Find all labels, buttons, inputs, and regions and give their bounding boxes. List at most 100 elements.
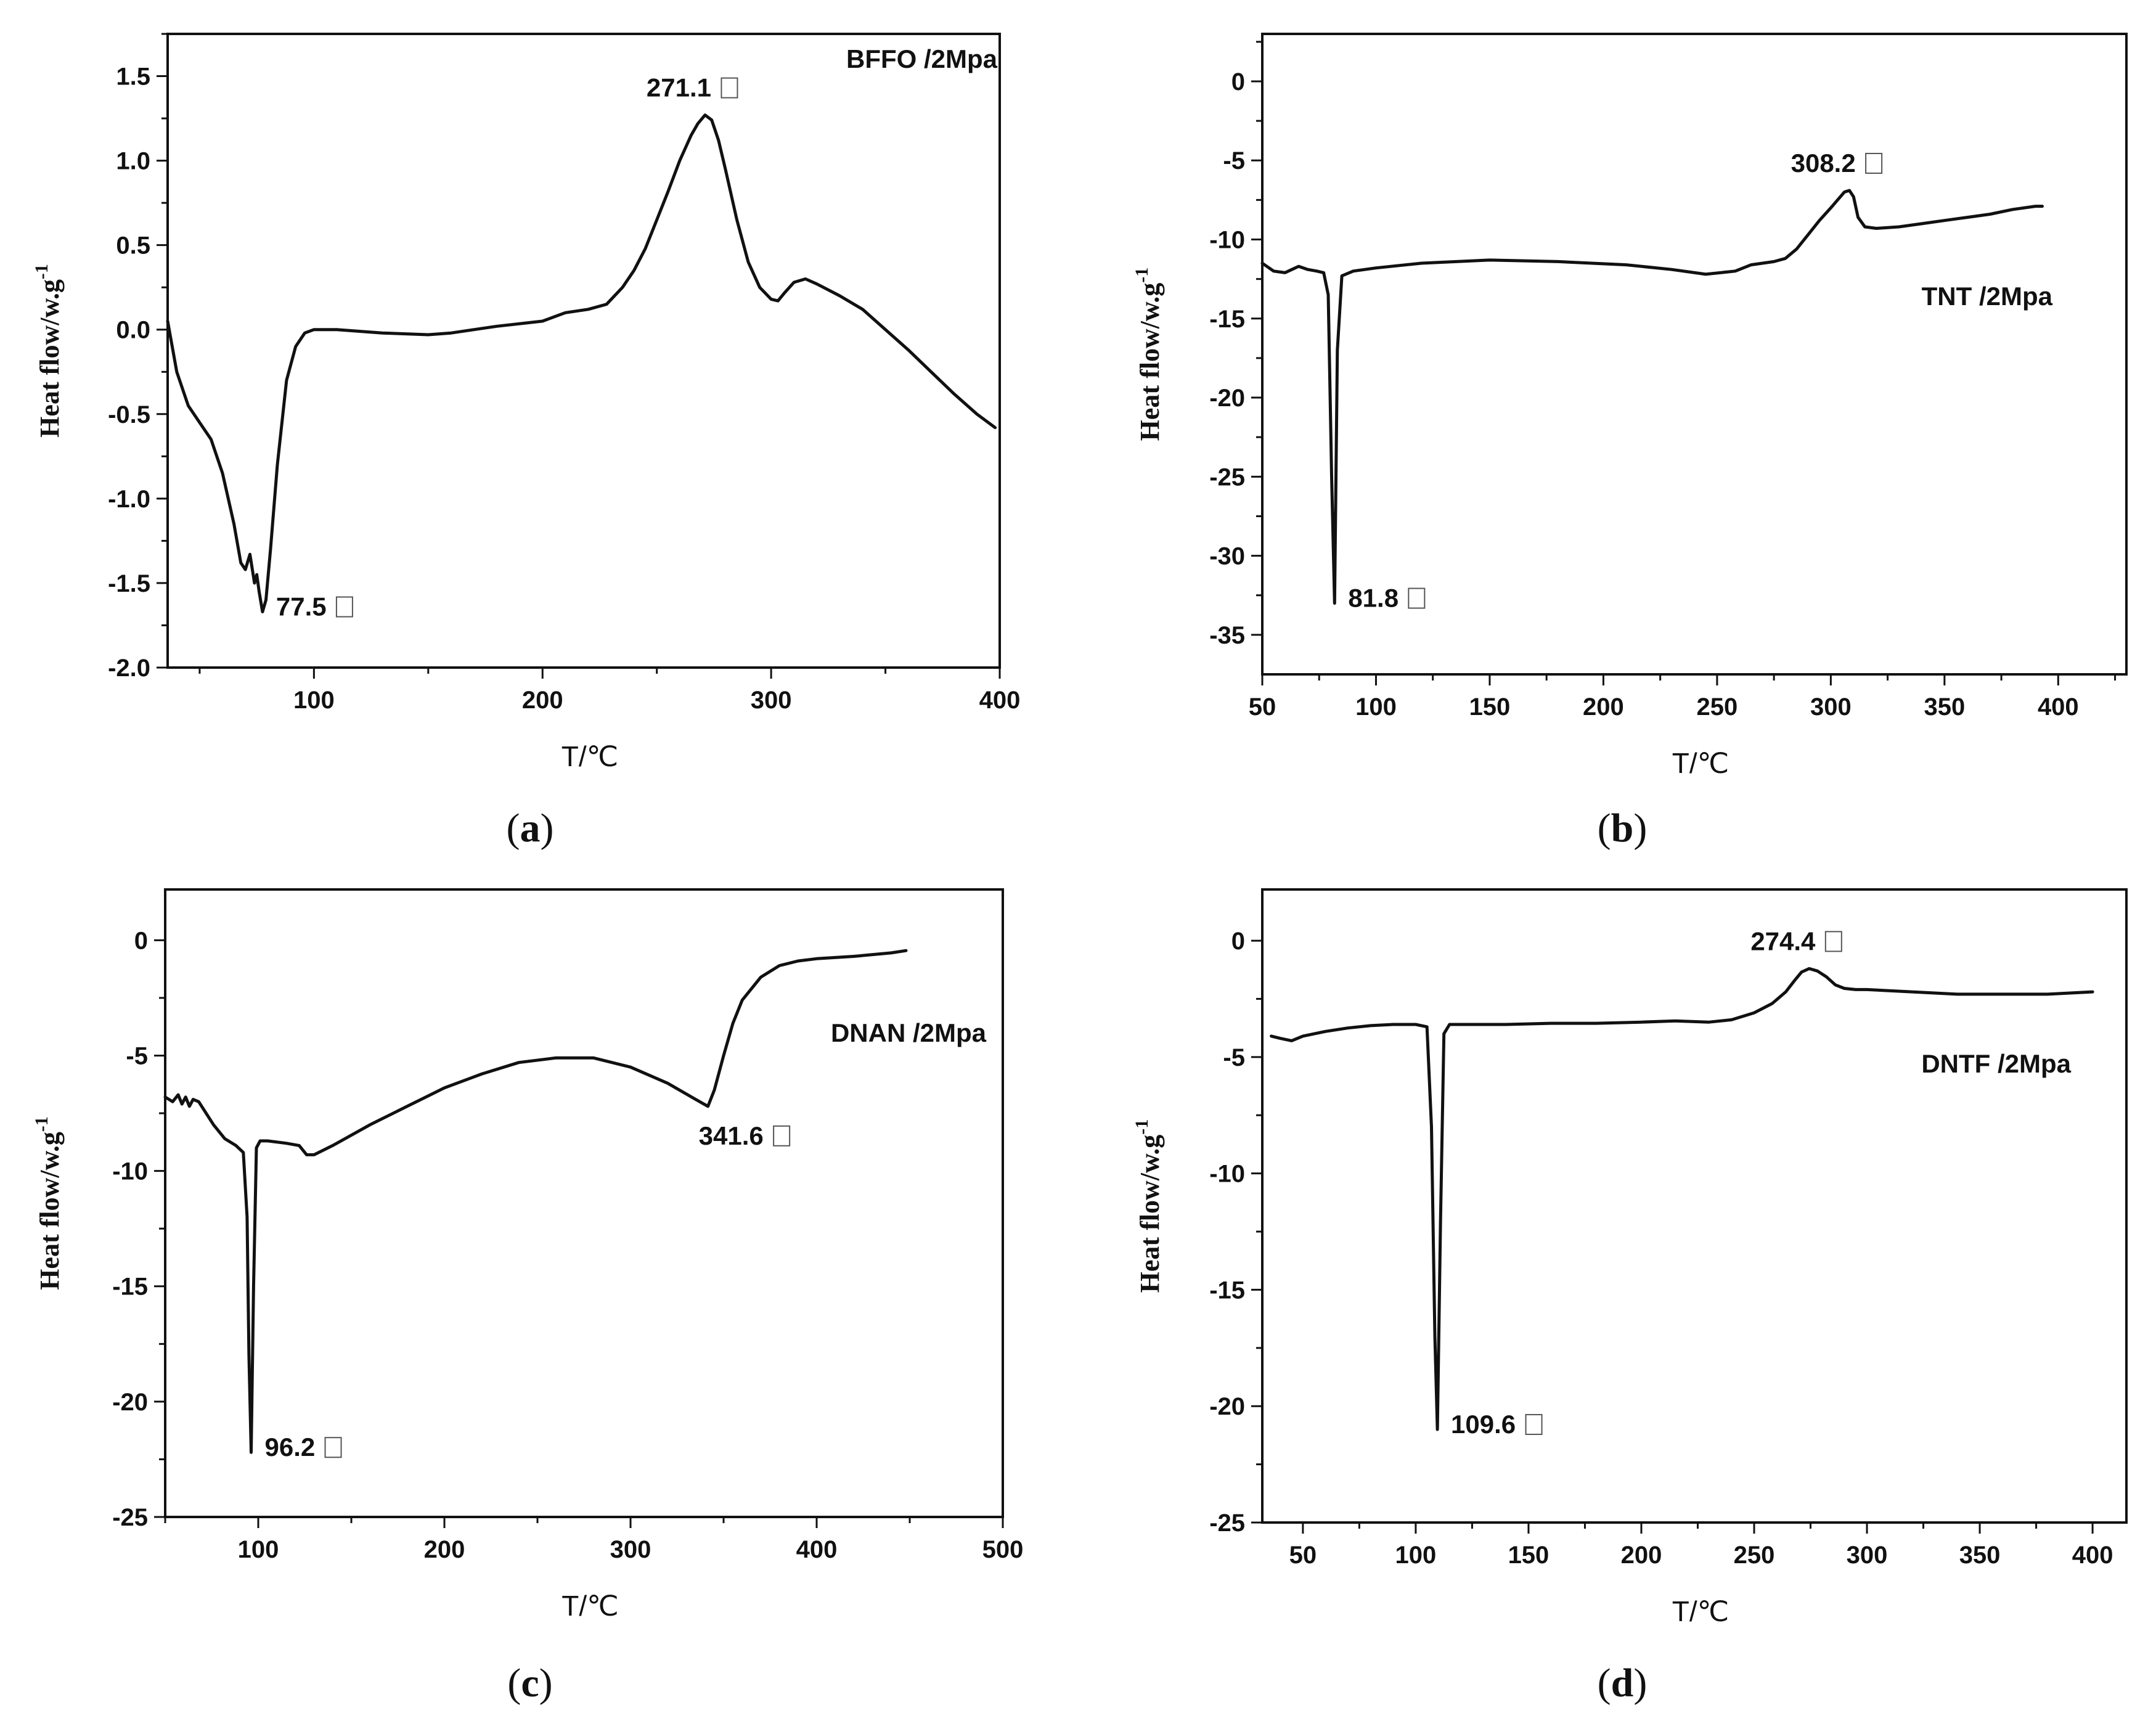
unit-glyph-box [1865,152,1883,174]
x-tick-label: 50 [1249,693,1276,721]
y-axis-title-superscript: -1 [1132,268,1152,283]
caption-close-paren: ) [1633,1661,1647,1706]
caption-close-paren: ) [1633,806,1647,851]
y-axis-title-text: Heat flow/w.g [1135,283,1165,441]
x-tick-label: 50 [1289,1542,1317,1569]
y-axis-title: Heat flow/w.g-1 [1132,1119,1165,1293]
panel-a: 100 200 300 400 -2.0 -1.5 -1.0 -0.5 0.0 0.5 1.0 1.5… [31,33,1021,851]
caption-letter: b [1611,806,1634,851]
y-tick-label: -10 [1209,1161,1245,1188]
caption-open-paren: ( [507,806,520,851]
y-axis-title-superscript: -1 [31,1116,52,1132]
y-tick-label: -1.0 [108,486,150,513]
y-tick-label: -20 [1209,1393,1245,1420]
x-tick-label: 250 [1697,693,1738,721]
panel-caption: (a) [507,806,554,851]
x-tick-label: 250 [1734,1542,1775,1569]
y-tick-label: -20 [112,1389,148,1416]
y-axis-title-text: Heat flow/w.g [1135,1135,1165,1293]
y-tick-label: 0 [1231,68,1245,96]
unit-glyph-box [773,1125,791,1147]
panel-caption: (c) [507,1661,552,1706]
y-tick-label: 1.0 [116,148,150,175]
x-tick-label: 400 [2038,693,2079,721]
y-tick-label: -5 [1223,1044,1245,1071]
x-tick-label: 500 [982,1536,1024,1563]
peak-label: 109.6 [1451,1410,1516,1439]
y-tick-label: -25 [112,1504,148,1531]
series-line-tnt [1260,189,2044,605]
y-tick-label: -1.5 [108,570,150,597]
panel-caption: (b) [1598,806,1648,851]
y-axis-title-text: Heat flow/w.g [35,279,65,438]
peak-label: 77.5 [276,592,327,621]
y-tick-label: -0.5 [108,401,150,428]
y-tick-label: -5 [1223,147,1245,174]
x-tick-label: 400 [2072,1542,2113,1569]
y-tick-label: -35 [1209,622,1245,649]
peak-label: 341.6 [699,1121,764,1150]
x-axis-title: T/℃ [561,740,619,772]
peak-label: 274.4 [1750,926,1816,955]
x-tick-label: 300 [1847,1542,1888,1569]
x-axis-title: T/℃ [1672,1595,1729,1627]
series-line-dnan [163,949,908,1454]
panel-d: 50 100 150 200 250 300 350 400 -25 -20 -15 -10 -5 0 DN… [1132,888,2128,1706]
x-tick-label: 100 [293,687,335,714]
unit-glyph-box [1824,931,1842,952]
x-tick-label: 400 [796,1536,838,1563]
panel-title: BFFO /2Mpa [846,44,998,73]
x-tick-label: 200 [424,1536,465,1563]
y-tick-label: 1.5 [116,63,150,91]
caption-letter: a [520,806,541,851]
caption-letter: d [1611,1661,1634,1706]
panel-title: DNAN /2Mpa [831,1018,987,1047]
unit-glyph-box [721,77,738,99]
x-tick-label: 400 [979,687,1021,714]
plot-frame [1261,888,2128,1524]
caption-close-paren: ) [539,1661,553,1706]
y-tick-label: -2.0 [108,655,150,682]
y-tick-label: -20 [1209,385,1245,412]
caption-letter: c [521,1661,539,1706]
plot-frame [166,33,1001,669]
x-tick-label: 150 [1508,1542,1550,1569]
panel-caption: (d) [1598,1661,1648,1706]
y-tick-label: -15 [112,1273,148,1301]
y-tick-label: 0 [134,927,148,954]
unit-glyph-box [335,596,353,618]
x-tick-label: 300 [610,1536,651,1563]
y-axis-title: Heat flow/w.g-1 [1132,268,1165,441]
y-tick-label: -10 [1209,227,1245,254]
x-tick-label: 100 [1355,693,1397,721]
caption-open-paren: ( [1598,806,1611,851]
unit-glyph-box [1525,1413,1543,1435]
panel-c: 100 200 300 400 500 -25 -20 -15 -10 -5 0 DNAN /2Mpa… [31,888,1024,1706]
peak-label: 308.2 [1791,149,1856,178]
unit-glyph-box [1408,587,1426,609]
y-tick-label: -15 [1209,306,1245,333]
peak-label: 96.2 [265,1433,316,1461]
x-axis-title: T/℃ [1672,747,1729,779]
y-axis-title-superscript: -1 [31,264,52,279]
caption-open-paren: ( [1598,1661,1611,1706]
caption-open-paren: ( [507,1661,521,1706]
x-tick-label: 350 [1959,1542,2001,1569]
y-axis-title-superscript: -1 [1132,1119,1152,1135]
y-axis-title: Heat flow/w.g-1 [31,1116,65,1290]
panel-b: 50 100 150 200 250 300 350 400 -35 -30 -25 -20 -15 -1… [1132,33,2128,851]
x-tick-label: 200 [1621,1542,1662,1569]
y-tick-label: -25 [1209,1510,1245,1537]
x-tick-label: 100 [238,1536,279,1563]
x-tick-label: 100 [1395,1542,1437,1569]
x-tick-label: 150 [1469,693,1511,721]
y-tick-label: -10 [112,1158,148,1185]
y-tick-label: -5 [126,1042,148,1069]
y-tick-label: 0.5 [116,232,150,260]
unit-glyph-box [324,1437,342,1458]
x-axis-title: T/℃ [561,1590,619,1622]
panel-title: DNTF /2Mpa [1921,1049,2071,1078]
series-line-dntf [1270,967,2094,1431]
y-tick-label: -30 [1209,543,1245,570]
